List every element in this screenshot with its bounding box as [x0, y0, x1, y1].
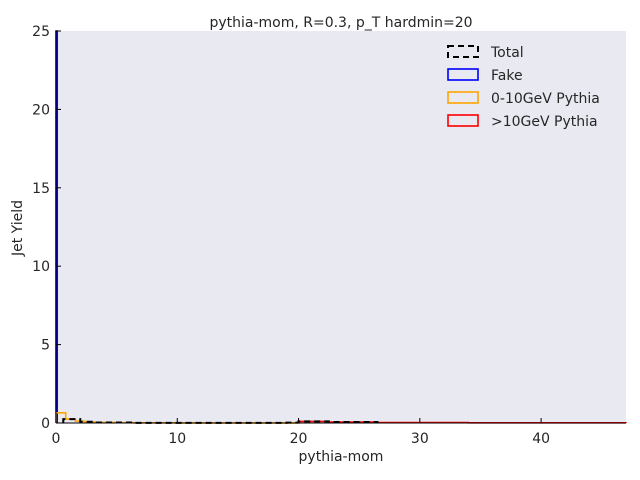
x-tick-label: 40 [532, 431, 550, 447]
plot-area [56, 31, 626, 423]
legend-label-total: Total [490, 45, 524, 61]
legend-swatch-total [447, 45, 479, 58]
legend-label-0-10gev-pythia: 0-10GeV Pythia [491, 91, 600, 107]
legend-swatch-fake [447, 68, 479, 81]
axes-layer [55, 31, 626, 424]
y-tick-label: 10 [32, 259, 50, 275]
x-tick-label: 0 [52, 431, 61, 447]
y-tick-label: 20 [32, 102, 50, 118]
chart-title: pythia-mom, R=0.3, p_T hardmin=20 [209, 15, 472, 31]
y-tick-label: 5 [41, 338, 50, 354]
x-tick-label: 10 [168, 431, 186, 447]
legend-label-fake: Fake [491, 68, 523, 84]
y-tick-label: 0 [41, 416, 50, 432]
y-axis-title: Jet Yield [10, 200, 26, 257]
x-axis-title: pythia-mom [299, 449, 384, 465]
ticks-layer: 0 10 20 30 40 0 5 10 15 20 25 [32, 24, 550, 447]
legend-swatch-10gev-pythia [447, 114, 479, 127]
y-tick-label: 25 [32, 24, 50, 40]
x-tick-label: 20 [290, 431, 308, 447]
legend: Total Fake 0-10GeV Pythia >10GeV Pythia [447, 45, 600, 130]
legend-swatch-0-10gev-pythia [447, 91, 479, 104]
x-tick-label: 30 [411, 431, 429, 447]
legend-label-10gev-pythia: >10GeV Pythia [491, 114, 598, 130]
y-tick-label: 15 [32, 181, 50, 197]
